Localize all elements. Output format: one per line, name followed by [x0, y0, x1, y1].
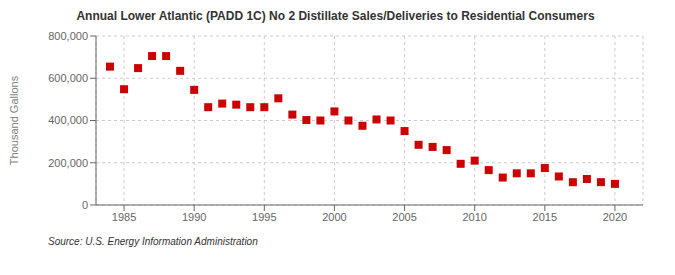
svg-text:200,000: 200,000 [48, 157, 88, 169]
svg-text:400,000: 400,000 [48, 114, 88, 126]
svg-text:Thousand Gallons: Thousand Gallons [8, 75, 20, 165]
svg-text:1990: 1990 [182, 211, 206, 223]
svg-text:2005: 2005 [392, 211, 416, 223]
svg-text:2000: 2000 [322, 211, 346, 223]
svg-text:1985: 1985 [112, 211, 136, 223]
svg-text:0: 0 [82, 199, 88, 211]
html-text:Annual Lower Atlantic (PADD 1C: Annual Lower Atlantic (PADD 1C) No 2 Dis… [76, 9, 595, 23]
svg-text:1995: 1995 [252, 211, 276, 223]
svg-text:2015: 2015 [533, 211, 557, 223]
svg-text:2020: 2020 [603, 211, 627, 223]
svg-text:2010: 2010 [462, 211, 486, 223]
svg-text:600,000: 600,000 [48, 72, 88, 84]
html-text:Source: U.S. Energy Informatio: Source: U.S. Energy Information Administ… [48, 236, 258, 247]
svg-text:800,000: 800,000 [48, 30, 88, 42]
